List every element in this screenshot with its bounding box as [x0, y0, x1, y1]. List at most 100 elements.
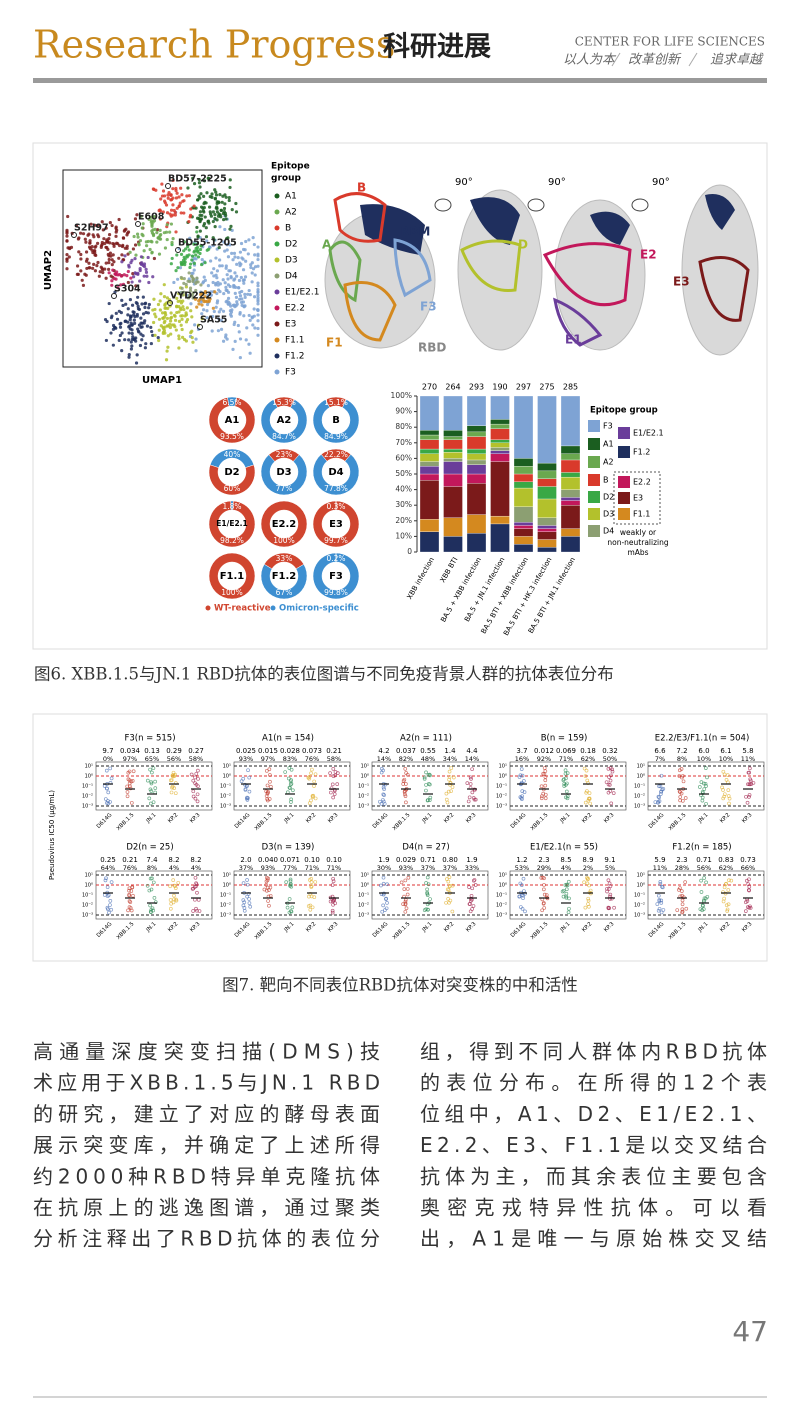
umap-point — [160, 182, 164, 186]
umap-point — [175, 310, 179, 315]
umap-point — [185, 293, 189, 297]
umap-point — [75, 272, 79, 276]
umap-point — [112, 276, 116, 281]
ic50-label: 0.028 — [280, 747, 300, 755]
pct-label: 93% — [261, 864, 275, 872]
body-line: 奥密克戎特异性抗体。可以看 — [420, 1196, 767, 1220]
ic50-point — [699, 878, 703, 883]
ic50-point — [452, 775, 456, 780]
umap-point — [223, 193, 227, 197]
ic50-point — [331, 795, 336, 800]
ic50-label: 0.034 — [120, 747, 141, 755]
ic50-point — [422, 776, 427, 781]
ic50-point — [403, 901, 408, 906]
ic50-point — [330, 908, 335, 913]
panel-ytick: 10⁻¹ — [634, 784, 645, 790]
umap-point — [127, 338, 131, 342]
body-line: 的表位分布。在所得的12个表 — [420, 1071, 767, 1095]
umap-point — [108, 221, 112, 225]
ic50-point — [519, 767, 524, 771]
umap-point — [134, 253, 138, 257]
ic50-point — [680, 898, 685, 903]
umap-point — [222, 206, 227, 211]
umap-point — [251, 267, 256, 271]
umap-point — [143, 305, 147, 310]
stacked-bar — [560, 528, 581, 537]
ic50-point — [381, 792, 386, 797]
umap-point — [156, 335, 160, 340]
ic50-point — [335, 771, 340, 776]
weak-box — [613, 471, 661, 525]
ic50-point — [173, 884, 178, 888]
legend-label: B — [285, 224, 291, 234]
umap-point — [172, 280, 176, 285]
ic50-point — [427, 798, 432, 802]
umap-point — [243, 295, 247, 300]
umap-point — [161, 316, 165, 320]
ic50-point — [725, 773, 730, 777]
umap-point — [104, 261, 108, 265]
umap-point — [123, 228, 127, 232]
ic50-label: 0.037 — [396, 747, 416, 755]
umap-point — [159, 197, 163, 201]
umap-point — [128, 318, 132, 322]
umap-point — [79, 269, 83, 273]
donut-name: A1 — [225, 415, 240, 426]
ic50-point — [171, 774, 175, 779]
legend-swatch — [588, 456, 600, 468]
stacked-bar — [513, 525, 534, 529]
umap-point — [174, 196, 179, 200]
umap-point — [127, 353, 131, 357]
stacked-bar — [466, 483, 487, 515]
ic50-point — [587, 904, 591, 909]
umap-point — [182, 277, 186, 281]
ic50-point — [658, 882, 663, 886]
legend-note: non-neutralizing — [607, 538, 668, 547]
ic50-point — [468, 775, 473, 780]
umap-point — [235, 274, 239, 278]
panel-frame — [95, 870, 213, 920]
umap-point — [208, 210, 212, 214]
structure-label: F3 — [420, 300, 437, 314]
umap-point — [192, 182, 197, 186]
umap-point — [250, 271, 254, 275]
umap-point — [126, 252, 130, 256]
ic50-point — [291, 788, 295, 793]
ic50-point — [127, 888, 131, 893]
legend-label: D4 — [603, 527, 614, 536]
umap-point — [147, 217, 151, 221]
umap-point — [182, 211, 186, 215]
umap-point — [222, 240, 226, 244]
umap-point — [152, 256, 156, 261]
ic50-point — [331, 898, 336, 903]
umap-point — [198, 247, 203, 252]
umap-point — [101, 228, 105, 232]
umap-point — [164, 306, 168, 310]
umap-point — [236, 323, 240, 328]
ic50-point — [331, 767, 336, 771]
umap-point — [96, 223, 101, 227]
donut-label: 0.2% — [326, 554, 345, 563]
umap-point — [153, 227, 157, 231]
ic50-point — [168, 884, 173, 889]
panel-ytick: 10⁻³ — [220, 804, 231, 810]
umap-point — [201, 308, 206, 312]
ic50-point — [247, 897, 251, 901]
umap-point — [142, 321, 146, 325]
umap-point — [203, 215, 207, 219]
stacked-bar — [443, 461, 463, 475]
panel-ytick: 10⁻¹ — [496, 893, 507, 899]
structure-label: E1 — [565, 333, 582, 347]
ic50-point — [245, 878, 249, 882]
umap-point — [163, 311, 167, 315]
umap-point — [144, 244, 149, 248]
umap-point — [247, 342, 251, 346]
stacked-bar — [443, 517, 463, 537]
ic50-label: 0.21 — [326, 747, 342, 755]
panel-ytick: 10⁻³ — [358, 804, 369, 810]
umap-point — [256, 245, 260, 249]
ic50-label: 0.25 — [100, 856, 116, 864]
pct-label: 4% — [191, 864, 201, 872]
ic50-point — [108, 800, 112, 804]
umap-point — [233, 277, 237, 281]
